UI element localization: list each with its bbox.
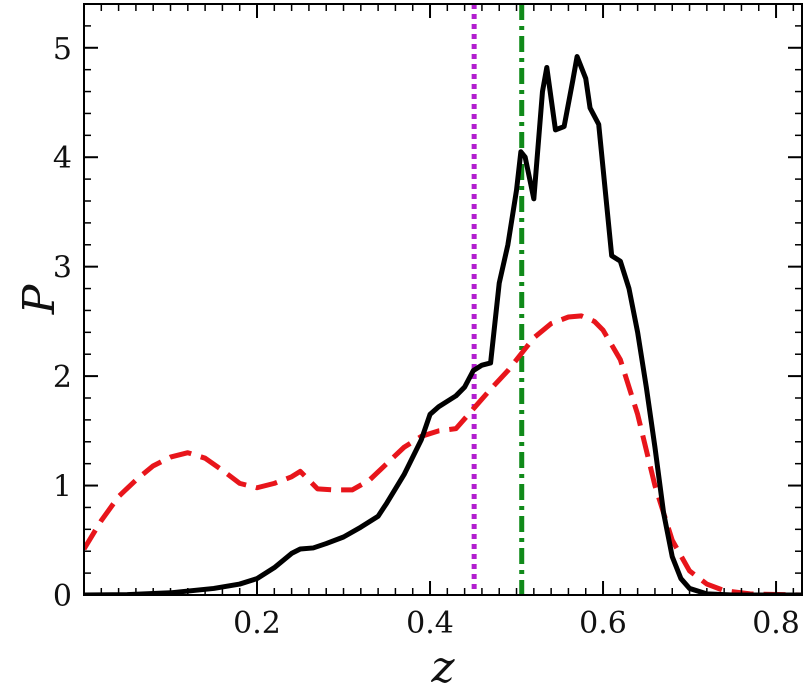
x-tick-label: 0.8 xyxy=(752,606,800,641)
plot-content xyxy=(84,4,802,595)
plot-area xyxy=(84,4,802,595)
plot-frame xyxy=(83,3,803,596)
ticks xyxy=(84,4,802,596)
y-axis-label: P xyxy=(14,283,65,315)
y-tick-label: 2 xyxy=(53,360,72,395)
y-tick-label: 4 xyxy=(53,141,72,176)
x-tick-label: 0.4 xyxy=(406,606,454,641)
series-line-solid xyxy=(84,54,802,595)
y-tick-label: 3 xyxy=(53,251,72,286)
y-tick-label: 1 xyxy=(53,470,72,505)
x-tick-label: 0.6 xyxy=(579,606,627,641)
tick-labels: 0.2 0.4 0.6 0.8 0 1 2 3 4 5 xyxy=(53,32,800,641)
x-tick-label: 0.2 xyxy=(233,606,281,641)
x-axis-label: z xyxy=(430,642,455,691)
y-tick-label: 5 xyxy=(53,32,72,67)
y-tick-label: 0 xyxy=(53,579,72,614)
series-line-dashed xyxy=(84,313,802,595)
